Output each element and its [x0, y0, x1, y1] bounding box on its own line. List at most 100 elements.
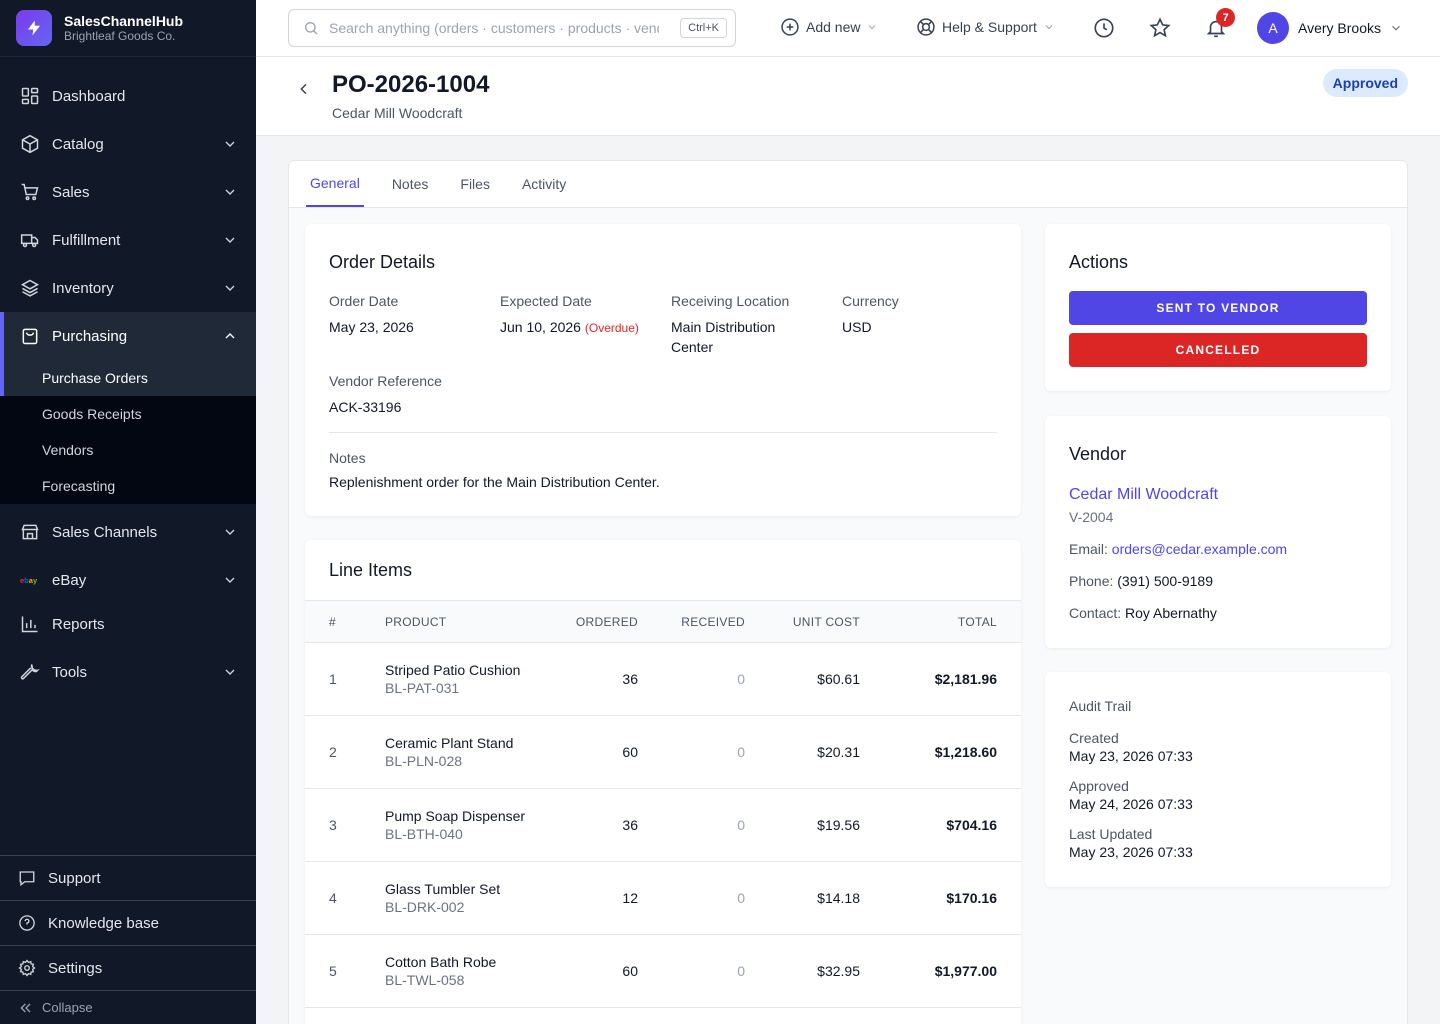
layers-icon: [20, 278, 40, 298]
sidebar-item-catalog[interactable]: Catalog: [0, 120, 256, 168]
tab-bar: General Notes Files Activity: [289, 161, 1407, 208]
sidebar-item-label: Support: [48, 869, 101, 887]
sidebar-item-label: Inventory: [52, 279, 114, 297]
table-row[interactable]: 3 Pump Soap Dispenser BL-BTH-040 36 0 $19…: [305, 788, 1021, 862]
sidebar-item-inventory[interactable]: Inventory: [0, 264, 256, 312]
back-arrow-icon[interactable]: [296, 81, 312, 97]
help-support-label: Help & Support: [942, 19, 1037, 35]
sidebar-item-knowledge-base[interactable]: Knowledge base: [0, 901, 256, 946]
audit-value: May 24, 2026 07:33: [1069, 796, 1193, 812]
history-button[interactable]: [1092, 16, 1116, 40]
phone-label: Phone:: [1069, 573, 1114, 589]
vendor-code: V-2004: [1069, 509, 1114, 525]
sidebar-item-dashboard[interactable]: Dashboard: [0, 72, 256, 120]
svg-text:ebay: ebay: [20, 576, 38, 585]
cart-icon: [20, 182, 40, 202]
notifications-button[interactable]: 7: [1204, 8, 1235, 40]
product-cell: Glass Tumbler Set BL-DRK-002: [385, 861, 565, 935]
tab-notes[interactable]: Notes: [391, 176, 429, 192]
sidebar-item-label: Dashboard: [52, 87, 126, 105]
received-qty: 0: [638, 642, 745, 716]
ordered-qty: 36: [565, 642, 638, 716]
sidebar-item-label: Fulfillment: [52, 231, 121, 249]
product-cell: Ceramic Plant Stand BL-PLN-028: [385, 715, 565, 789]
sidebar-subitem-vendors[interactable]: Vendors: [42, 442, 94, 458]
sidebar-item-ebay[interactable]: ebay eBay: [0, 556, 256, 604]
product-cell: Striped Patio Cushion BL-PAT-031: [385, 642, 565, 716]
tab-general[interactable]: General: [306, 161, 364, 207]
vendor-email-link[interactable]: orders@cedar.example.com: [1111, 541, 1288, 557]
chevron-down-icon: [1045, 25, 1053, 30]
sidebar-subitem-goods-receipts[interactable]: Goods Receipts: [42, 406, 142, 422]
chevron-down-icon: [225, 189, 235, 195]
vendor-email-line: Email: orders@cedar.example.com: [1069, 541, 1287, 557]
sidebar-item-fulfillment[interactable]: Fulfillment: [0, 216, 256, 264]
received-qty: 0: [638, 861, 745, 935]
search-input[interactable]: [329, 20, 659, 36]
status-badge: Approved: [1322, 69, 1408, 97]
unit-cost: $20.31: [745, 715, 860, 789]
avatar: A: [1257, 12, 1289, 44]
user-menu[interactable]: A Avery Brooks: [1257, 12, 1403, 44]
table-row[interactable]: 4 Glass Tumbler Set BL-DRK-002 12 0 $14.1…: [305, 861, 1021, 935]
star-icon: [1149, 17, 1171, 38]
unit-cost: $19.56: [745, 788, 860, 862]
audit-label: Last Updated: [1069, 826, 1153, 842]
sent-to-vendor-button[interactable]: SENT TO VENDOR: [1069, 291, 1367, 325]
vendor-name-link[interactable]: Cedar Mill Woodcraft: [1069, 486, 1219, 503]
line-number: 5: [305, 934, 385, 1008]
sidebar-item-support[interactable]: Support: [0, 856, 256, 901]
column-header: ORDERED: [565, 600, 638, 643]
unit-cost: $60.61: [745, 642, 860, 716]
divider: [329, 432, 997, 433]
collapse-sidebar-button[interactable]: Collapse: [0, 991, 256, 1024]
chevron-down-icon: [225, 141, 235, 147]
tab-activity[interactable]: Activity: [521, 176, 567, 192]
sidebar-item-label: Sales Channels: [52, 523, 158, 541]
add-new-button[interactable]: Add new: [780, 17, 884, 37]
vendor-reference-field: Vendor Reference ACK-33196: [329, 373, 529, 417]
tab-files[interactable]: Files: [460, 176, 490, 192]
search-shortcut: Ctrl+K: [680, 18, 727, 38]
received-qty: 0: [638, 934, 745, 1008]
page-title: PO-2026-1004: [332, 71, 490, 98]
dashboard-icon: [20, 86, 40, 106]
chevron-up-icon: [225, 333, 235, 339]
email-label: Email:: [1069, 541, 1108, 557]
field-label: Order Date: [329, 293, 399, 309]
sidebar-item-tools[interactable]: Tools: [0, 648, 256, 696]
sidebar-item-purchasing[interactable]: Purchasing: [0, 312, 256, 360]
line-number: 1: [305, 642, 385, 716]
audit-updated: Last Updated May 23, 2026 07:33: [1069, 826, 1193, 860]
vendor-contact-line: Contact: Roy Abernathy: [1069, 605, 1217, 621]
sidebar-item-label: Purchasing: [52, 327, 128, 345]
help-support-button[interactable]: Help & Support: [916, 17, 1061, 37]
chevron-down-icon: [1392, 25, 1400, 31]
sidebar-item-settings[interactable]: Settings: [0, 946, 256, 991]
line-number: 2: [305, 715, 385, 789]
chevron-down-icon: [225, 577, 235, 583]
table-row[interactable]: 1 Striped Patio Cushion BL-PAT-031 36 0 $…: [305, 642, 1021, 716]
field-label: Expected Date: [500, 293, 592, 309]
sidebar-subitem-forecasting[interactable]: Forecasting: [42, 478, 116, 494]
sidebar-bottom: Support Knowledge base Settings Collapse: [0, 855, 256, 1024]
question-circle-icon: [18, 914, 36, 932]
line-number: 4: [305, 861, 385, 935]
sidebar-item-sales[interactable]: Sales: [0, 168, 256, 216]
vendor-card: Vendor Cedar Mill Woodcraft V-2004 Email…: [1045, 416, 1391, 648]
sidebar-item-label: Knowledge base: [48, 914, 159, 932]
brand[interactable]: SalesChannelHub Brightleaf Goods Co.: [0, 0, 256, 57]
search-box[interactable]: Ctrl+K: [288, 9, 736, 47]
favorites-button[interactable]: [1148, 16, 1172, 40]
ordered-qty: 12: [565, 861, 638, 935]
table-row[interactable]: 2 Ceramic Plant Stand BL-PLN-028 60 0 $20…: [305, 715, 1021, 789]
cancel-order-button[interactable]: CANCELLED: [1069, 333, 1367, 367]
sidebar-item-label: Sales: [52, 183, 90, 201]
sidebar-item-reports[interactable]: Reports: [0, 604, 256, 644]
sidebar-subitem-purchase-orders[interactable]: Purchase Orders: [0, 360, 256, 396]
sidebar-item-sales-channels[interactable]: Sales Channels: [0, 508, 256, 556]
table-row[interactable]: 5 Cotton Bath Robe BL-TWL-058 60 0 $32.95…: [305, 934, 1021, 1008]
product-sku: BL-DRK-002: [385, 899, 465, 915]
field-value: Main Distribution Center: [671, 319, 776, 355]
store-icon: [20, 522, 40, 542]
